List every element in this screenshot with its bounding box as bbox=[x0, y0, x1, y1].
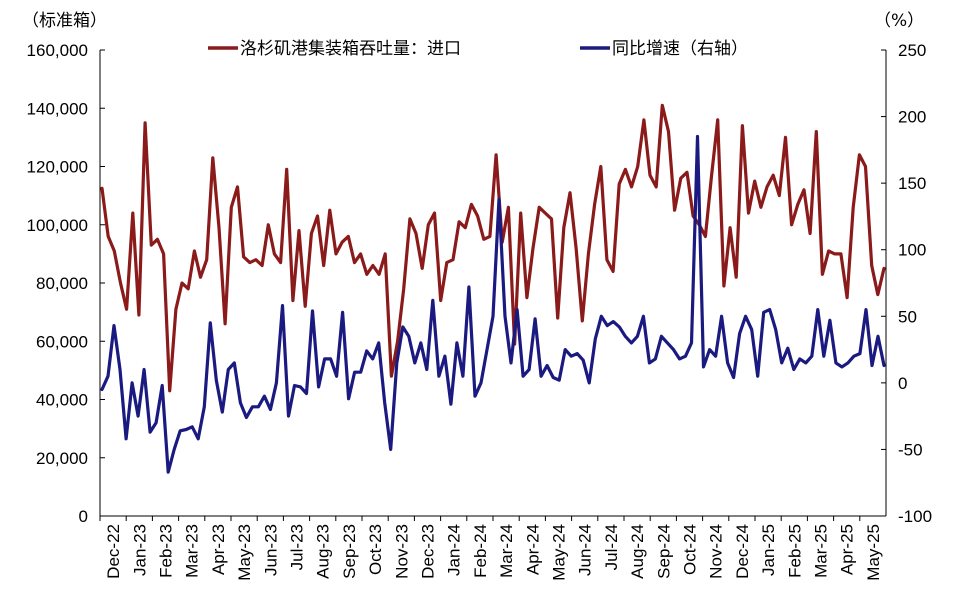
left-axis-unit: （标准箱） bbox=[22, 11, 107, 31]
x-tick-label: Jun-24 bbox=[576, 524, 595, 576]
x-tick-label: Nov-23 bbox=[392, 524, 411, 579]
x-tick-label: Apr-24 bbox=[523, 524, 542, 575]
right-axis-unit: （%） bbox=[874, 11, 924, 31]
x-tick-label: Apr-25 bbox=[838, 524, 857, 575]
x-tick-label: Jan-23 bbox=[130, 524, 149, 576]
right-tick-label: 200 bbox=[898, 108, 926, 127]
x-tick-label: Jan-24 bbox=[445, 524, 464, 576]
legend: 洛杉矶港集装箱吞吐量：进口 同比增速（右轴） bbox=[208, 39, 748, 59]
x-tick-label: Mar-24 bbox=[497, 524, 516, 578]
right-tick-label: -100 bbox=[898, 507, 932, 526]
x-tick-label: Aug-23 bbox=[314, 524, 333, 579]
x-tick-label: Feb-25 bbox=[785, 524, 804, 578]
left-tick-label: 160,000 bbox=[27, 41, 88, 60]
left-tick-label: 80,000 bbox=[36, 274, 88, 293]
x-tick-label: Dec-23 bbox=[419, 524, 438, 579]
x-tick-label: Jul-24 bbox=[602, 524, 621, 570]
x-tick-label: Jul-23 bbox=[288, 524, 307, 570]
x-tick-label: Feb-23 bbox=[157, 524, 176, 578]
left-tick-label: 140,000 bbox=[27, 99, 88, 118]
x-tick-label: Oct-23 bbox=[366, 524, 385, 575]
x-tick-label: Jun-23 bbox=[261, 524, 280, 576]
x-tick-label: May-25 bbox=[864, 524, 883, 581]
x-tick-label: May-24 bbox=[550, 524, 569, 581]
import-volume-line bbox=[100, 103, 886, 393]
x-tick-label: Nov-24 bbox=[707, 524, 726, 579]
x-tick-label: Feb-24 bbox=[471, 524, 490, 578]
x-tick-label: Oct-24 bbox=[681, 524, 700, 575]
left-tick-label: 100,000 bbox=[27, 216, 88, 235]
x-tick-label: Sep-24 bbox=[654, 524, 673, 579]
legend-label-yoy: 同比增速（右轴） bbox=[612, 39, 748, 59]
x-tick-label: Dec-22 bbox=[104, 524, 123, 579]
right-tick-label: 250 bbox=[898, 41, 926, 60]
right-tick-label: 50 bbox=[898, 307, 917, 326]
x-tick-label: Mar-25 bbox=[812, 524, 831, 578]
axes: 0 20,000 40,000 60,000 80,000 100,000 120,000 1… bbox=[27, 41, 932, 581]
left-tick-label: 0 bbox=[79, 507, 88, 526]
right-tick-label: 100 bbox=[898, 241, 926, 260]
x-tick-label: Mar-23 bbox=[183, 524, 202, 578]
legend-label-import: 洛杉矶港集装箱吞吐量：进口 bbox=[240, 39, 461, 59]
yoy-growth-line bbox=[100, 134, 886, 474]
x-tick-label: Dec-24 bbox=[733, 524, 752, 579]
right-tick-label: 150 bbox=[898, 174, 926, 193]
right-tick-label: 0 bbox=[898, 374, 907, 393]
series-layer bbox=[100, 103, 886, 474]
left-tick-label: 40,000 bbox=[36, 391, 88, 410]
left-tick-label: 20,000 bbox=[36, 449, 88, 468]
x-tick-label: Aug-24 bbox=[628, 524, 647, 579]
left-tick-label: 60,000 bbox=[36, 332, 88, 351]
x-tick-label: Apr-23 bbox=[209, 524, 228, 575]
x-tick-label: Jan-25 bbox=[759, 524, 778, 576]
left-tick-label: 120,000 bbox=[27, 158, 88, 177]
x-tick-label: May-23 bbox=[235, 524, 254, 581]
right-tick-label: -50 bbox=[898, 440, 923, 459]
x-tick-label: Sep-23 bbox=[340, 524, 359, 579]
